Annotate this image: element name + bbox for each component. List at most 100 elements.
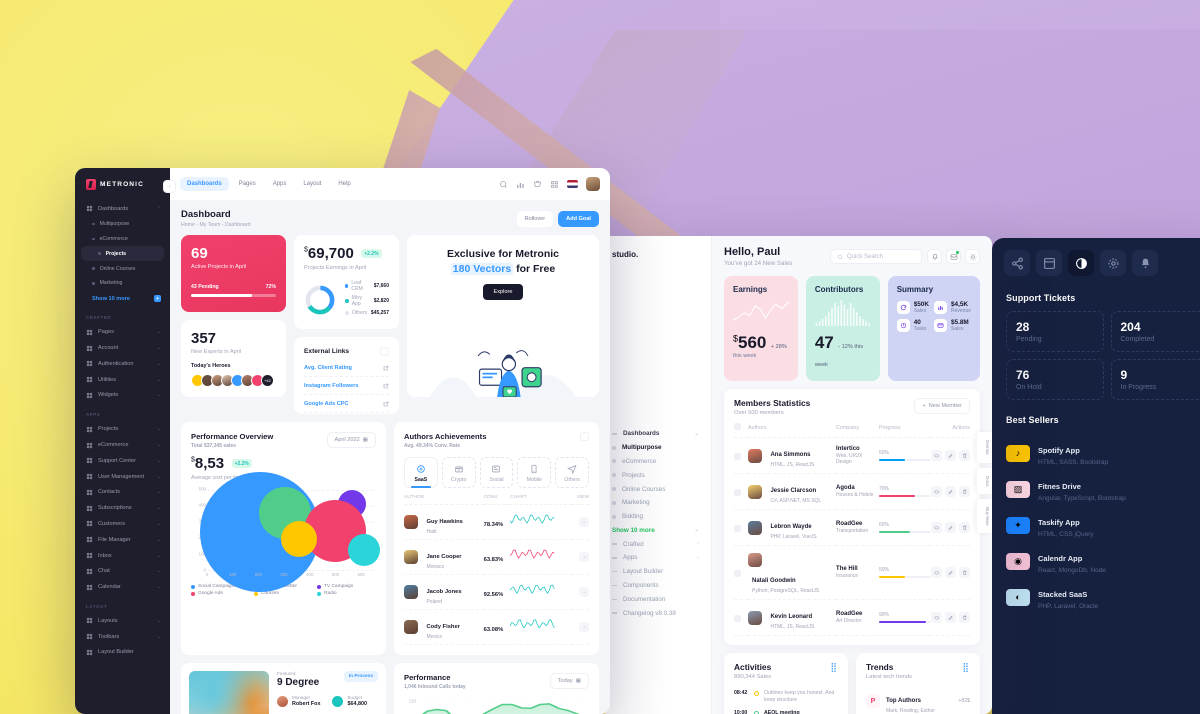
new-member-button[interactable]: + New Member [914, 398, 970, 414]
table-row[interactable]: Jacob Jones Poland 92.56% → [404, 574, 589, 610]
table-row[interactable]: Kevin Leonard HTML, JS, ReactJS RoadGee … [734, 599, 970, 636]
row-checkbox[interactable] [734, 488, 741, 496]
sidebar-item-online-courses[interactable]: Online Courses [75, 261, 170, 276]
avatar[interactable] [586, 177, 600, 191]
external-link-row[interactable]: Instagram Followers [304, 377, 389, 395]
view-icon[interactable] [931, 486, 942, 497]
sidebar-item-utilities[interactable]: Utilities ⌄ [75, 372, 170, 388]
promo-explore-button[interactable]: Explore [482, 284, 524, 301]
table-row[interactable]: Cody Fisher Mexico 63.08% → [404, 609, 589, 645]
top-nav-apps[interactable]: Apps [272, 181, 287, 187]
external-link-row[interactable]: Google Ads CPC [304, 395, 389, 413]
view-icon[interactable] [931, 522, 942, 533]
sidebar-item-calendar[interactable]: Calendar ⌄ [75, 579, 170, 595]
table-row[interactable]: Natali Goodwin Python, PostgreSQL, React… [734, 545, 970, 600]
edit-icon[interactable] [945, 522, 956, 533]
sidebar-item-customers[interactable]: Customers ⌄ [75, 516, 170, 532]
best-seller-item[interactable]: ◐ Stacked SaaS PHP, Laravel, Oracle [1006, 579, 1200, 615]
messages-icon[interactable] [946, 249, 961, 264]
view-author-button[interactable]: → [579, 587, 589, 597]
view-icon[interactable] [931, 612, 942, 623]
sidebar-item-projects[interactable]: Projects ⌄ [75, 421, 170, 437]
table-row[interactable]: Ana Simmons HTML, JS, ReactJS Intertico … [734, 437, 970, 474]
table-row[interactable]: Lebron Wayde PHP, Laravel, VueJS RoadGee… [734, 509, 970, 546]
tab-others[interactable]: Others [555, 457, 589, 488]
avatar-more-count[interactable]: +42 [261, 374, 274, 387]
sidebar-item-dashboards[interactable]: Dashboards ⌃ [75, 201, 170, 217]
mid-menu-item[interactable]: Projects [600, 468, 711, 482]
mid-menu-item[interactable]: Show 10 more ⌄ [600, 523, 711, 537]
select-all-checkbox[interactable] [734, 423, 741, 430]
contrast-icon[interactable] [1068, 250, 1094, 276]
view-icon[interactable] [931, 567, 942, 578]
top-nav-dashboards[interactable]: Dashboards [180, 177, 229, 191]
delete-icon[interactable] [959, 450, 970, 461]
apps-grid-icon[interactable] [550, 180, 559, 189]
sidebar-collapse-button[interactable]: ‹ [163, 180, 176, 193]
view-author-button[interactable]: → [579, 552, 589, 562]
sidebar-item-toolbars[interactable]: Toolbars ⌄ [75, 629, 170, 645]
sidebar-item-projects[interactable]: Projects [81, 246, 164, 262]
mid-menu-item[interactable]: Documentation [600, 592, 711, 606]
mid-menu-item[interactable]: Dashboards ⌄ [600, 427, 711, 441]
sidebar-item-show-10-more[interactable]: Show 10 more + [75, 291, 170, 307]
top-nav-pages[interactable]: Pages [238, 181, 256, 187]
sidebar-item-account[interactable]: Account ⌄ [75, 340, 170, 356]
vertical-tab[interactable]: Buy Now [977, 499, 992, 534]
mid-menu-item[interactable]: Bidding [600, 510, 711, 524]
tab-saas[interactable]: SaaS [404, 457, 438, 488]
sidebar-item-ecommerce[interactable]: eCommerce ⌄ [75, 437, 170, 453]
tab-crypto[interactable]: Crypto [441, 457, 476, 488]
delete-icon[interactable] [959, 486, 970, 497]
row-checkbox[interactable] [734, 569, 741, 577]
notification-bell-icon[interactable] [927, 249, 942, 264]
delete-icon[interactable] [959, 522, 970, 533]
table-row[interactable]: Jessie Clarcson C#, ASP.NET, MS SQL Agod… [734, 473, 970, 510]
tab-social[interactable]: Social [479, 457, 514, 488]
search-input[interactable]: Quick Search [830, 249, 922, 264]
sidebar-item-contacts[interactable]: Contacts ⌄ [75, 485, 170, 501]
sidebar-item-marketing[interactable]: Marketing [75, 276, 170, 291]
row-checkbox[interactable] [734, 614, 741, 622]
best-seller-item[interactable]: ♪ Spotify App HTML, SASS, Bootstrap [1006, 435, 1200, 471]
search-icon[interactable] [499, 180, 508, 189]
sidebar-item-chat[interactable]: Chat ⌄ [75, 563, 170, 579]
more-menu-icon[interactable]: ⣿ [830, 662, 838, 672]
edit-icon[interactable] [945, 612, 956, 623]
sidebar-item-layouts[interactable]: Layouts ⌄ [75, 613, 170, 629]
performance-period-selector[interactable]: Today ▦ [549, 673, 589, 689]
trend-row[interactable]: P Top Authors Mark, Rowling, Esther +82$ [866, 685, 970, 714]
analytics-icon[interactable] [516, 180, 525, 189]
share-icon[interactable] [1004, 250, 1030, 276]
view-author-button[interactable]: → [579, 517, 589, 527]
language-flag-icon[interactable] [567, 180, 578, 188]
breadcrumb[interactable]: Home - My Team - Dashboard [181, 222, 251, 228]
sidebar-item-file-manager[interactable]: File Manager ⌄ [75, 532, 170, 548]
best-seller-item[interactable]: ◉ Calendr App React, MongoDb, Node [1006, 543, 1200, 579]
mid-menu-item[interactable]: Multipurpose [600, 441, 711, 455]
theme-toggle-icon[interactable] [965, 249, 980, 264]
mid-menu-item[interactable]: Crafted › [600, 537, 711, 551]
edit-icon[interactable] [945, 450, 956, 461]
brand-logo[interactable]: METRONIC [75, 168, 170, 201]
sidebar-item-widgets[interactable]: Widgets ⌄ [75, 388, 170, 404]
sidebar-item-authentication[interactable]: Authentication ⌄ [75, 356, 170, 372]
sidebar-item-pages[interactable]: Pages ⌄ [75, 324, 170, 340]
add-goal-button[interactable]: Add Goal [558, 210, 599, 227]
mid-menu-item[interactable]: Marketing [600, 496, 711, 510]
cart-icon[interactable] [533, 180, 542, 189]
sidebar-item-user-management[interactable]: User Management ⌄ [75, 469, 170, 485]
period-selector[interactable]: April 2022 ▦ [326, 432, 376, 448]
view-icon[interactable] [931, 450, 942, 461]
edit-icon[interactable] [945, 486, 956, 497]
sidebar-item-layout-builder[interactable]: Layout Builder [75, 645, 170, 661]
top-nav-layout[interactable]: Layout [303, 181, 322, 187]
sidebar-item-ecommerce[interactable]: eCommerce [75, 232, 170, 247]
vertical-tab[interactable]: Docs [977, 467, 992, 495]
sidebar-item-inbox[interactable]: Inbox ⌄ [75, 548, 170, 564]
bell-icon[interactable] [1132, 250, 1158, 276]
edit-icon[interactable] [945, 567, 956, 578]
rollover-button[interactable]: Rollover [516, 210, 554, 227]
vertical-tab[interactable]: Demos [977, 432, 992, 463]
more-menu-icon[interactable] [380, 347, 389, 356]
